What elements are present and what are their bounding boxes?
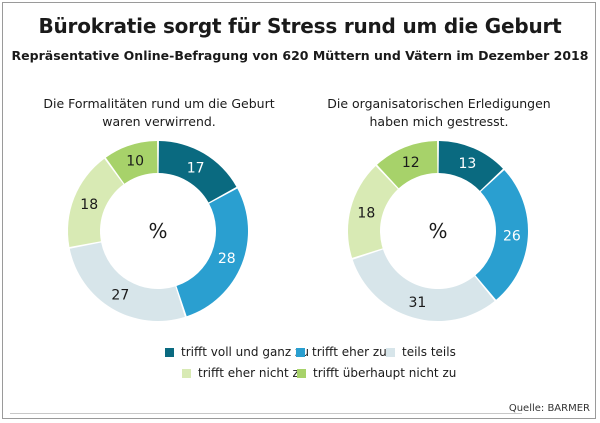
- legend-label: trifft eher zu: [312, 345, 387, 359]
- right-panel-title-line-2: haben mich gestresst.: [369, 114, 509, 129]
- left-panel-title: Die Formalitäten rund um die Geburt ware…: [19, 95, 299, 131]
- donut-0-value-label-1: 28: [218, 251, 236, 267]
- legend-item-teils: teils teils: [386, 345, 456, 359]
- donut-1-value-label-1: 26: [503, 229, 521, 245]
- legend-swatch: [165, 347, 174, 357]
- donut-0-center-label: %: [148, 219, 167, 243]
- donut-1-value-label-0: 13: [458, 156, 476, 172]
- legend-label: teils teils: [402, 345, 456, 359]
- donut-0-slice-3: [68, 158, 124, 247]
- left-panel-title-line-1: Die Formalitäten rund um die Geburt: [43, 96, 275, 111]
- legend-item-eher-nicht: trifft eher nicht zu: [182, 366, 306, 380]
- donut-1-slice-0: [438, 141, 503, 191]
- donut-1-slice-4: [377, 141, 438, 189]
- source-label: Quelle: BARMER: [508, 403, 590, 414]
- chart-title: Bürokratie sorgt für Stress rund um die …: [38, 14, 562, 38]
- donut-1-slice-2: [352, 249, 495, 321]
- donut-1-value-label-2: 31: [408, 295, 426, 311]
- right-panel-title: Die organisatorischen Erledigungen haben…: [299, 95, 579, 131]
- legend-label: trifft voll und ganz zu: [181, 345, 309, 359]
- donut-0-slice-2: [69, 242, 185, 321]
- donut-0-value-label-3: 18: [80, 197, 98, 213]
- donut-0-value-label-0: 17: [187, 160, 205, 176]
- donut-1-value-label-4: 12: [402, 155, 420, 171]
- legend-swatch: [296, 347, 305, 357]
- donut-0-value-label-4: 10: [126, 154, 144, 170]
- donut-1-value-label-3: 18: [357, 206, 375, 222]
- donut-1-slice-1: [475, 170, 528, 300]
- legend-item-trifft-eher: trifft eher zu: [296, 345, 387, 359]
- donut-0-value-label-2: 27: [111, 288, 129, 304]
- left-panel-title-line-2: waren verwirrend.: [102, 114, 216, 129]
- donut-1-slice-3: [348, 166, 398, 258]
- right-panel-title-line-1: Die organisatorischen Erledigungen: [327, 96, 551, 111]
- donut-0-slice-4: [105, 141, 158, 184]
- legend-swatch: [386, 347, 395, 357]
- source-divider: [10, 413, 522, 414]
- chart-frame: [2, 2, 596, 419]
- legend-swatch: [297, 368, 306, 378]
- donut-1-center-label: %: [428, 219, 447, 243]
- legend-label: trifft eher nicht zu: [198, 366, 307, 380]
- donut-0-slice-1: [176, 188, 248, 317]
- donut-0-slice-0: [158, 141, 237, 203]
- legend-swatch: [182, 368, 191, 378]
- legend-item-ueberhaupt-nicht: trifft überhaupt nicht zu: [297, 366, 456, 380]
- legend-item-trifft-voll: trifft voll und ganz zu: [165, 345, 309, 359]
- chart-subtitle: Repräsentative Online-Befragung von 620 …: [11, 48, 589, 63]
- legend-label: trifft überhaupt nicht zu: [313, 366, 457, 380]
